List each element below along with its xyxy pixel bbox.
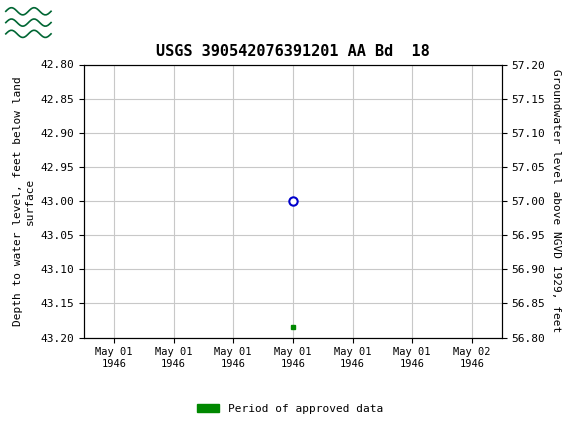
Bar [5,3,54,42]
Y-axis label: Depth to water level, feet below land
surface: Depth to water level, feet below land su… [13,76,35,326]
Legend: Period of approved data: Period of approved data [193,399,387,418]
Y-axis label: Groundwater level above NGVD 1929, feet: Groundwater level above NGVD 1929, feet [551,69,561,333]
Text: USGS: USGS [61,12,125,33]
Title: USGS 390542076391201 AA Bd  18: USGS 390542076391201 AA Bd 18 [156,44,430,59]
